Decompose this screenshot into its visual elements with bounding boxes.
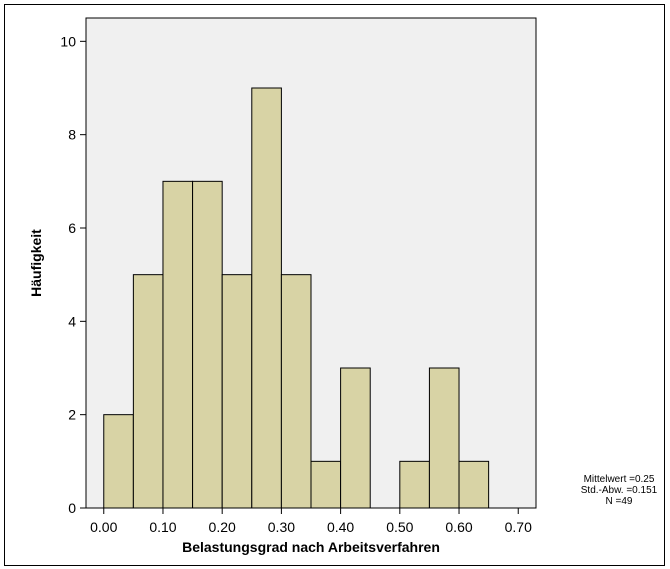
- histogram-bar: [310, 460, 342, 509]
- histogram-bar: [132, 274, 164, 509]
- histogram-bar: [280, 274, 312, 509]
- x-tick-label: 0.50: [386, 519, 413, 535]
- bars-group: [103, 87, 490, 509]
- histogram-bar: [458, 460, 490, 509]
- histogram-chart: 0 2 4 6 8 10 0.00 0.10 0.20 0.30 0.40 0.50 0.60 0.70…: [28, 17, 658, 555]
- x-axis: 0.00 0.10 0.20 0.30 0.40 0.50 0.60 0.70: [90, 508, 532, 535]
- y-tick-label: 4: [68, 313, 76, 329]
- histogram-bar: [428, 367, 460, 509]
- x-tick-label: 0.10: [149, 519, 176, 535]
- stat-mean: Mittelwert =0.25: [584, 474, 655, 485]
- y-tick-label: 6: [68, 220, 76, 236]
- x-tick-label: 0.00: [90, 519, 117, 535]
- stat-sd: Std.-Abw. =0.151: [581, 485, 658, 496]
- histogram-bar: [251, 87, 282, 509]
- x-tick-label: 0.70: [505, 519, 532, 535]
- histogram-bar: [103, 414, 134, 509]
- x-tick-label: 0.40: [327, 519, 354, 535]
- histogram-bar: [162, 180, 194, 509]
- y-tick-label: 0: [68, 500, 76, 516]
- y-tick-label: 8: [68, 127, 76, 143]
- statistics-box: Mittelwert =0.25 Std.-Abw. =0.151 N =49: [581, 474, 658, 507]
- y-axis-title: Häufigkeit: [28, 229, 44, 297]
- histogram-bar: [192, 180, 223, 509]
- y-axis: 0 2 4 6 8 10: [60, 33, 86, 516]
- x-tick-label: 0.30: [268, 519, 295, 535]
- stat-n: N =49: [606, 496, 633, 507]
- histogram-bar: [221, 274, 253, 509]
- x-axis-title: Belastungsgrad nach Arbeitsverfahren: [182, 539, 440, 555]
- chart-frame: 0 2 4 6 8 10 0.00 0.10 0.20 0.30 0.40 0.50 0.60 0.70…: [4, 4, 665, 566]
- x-tick-label: 0.60: [445, 519, 472, 535]
- y-tick-label: 10: [60, 33, 76, 49]
- histogram-bar: [399, 460, 430, 509]
- y-tick-label: 2: [68, 407, 76, 423]
- x-tick-label: 0.20: [209, 519, 236, 535]
- histogram-bar: [340, 367, 371, 509]
